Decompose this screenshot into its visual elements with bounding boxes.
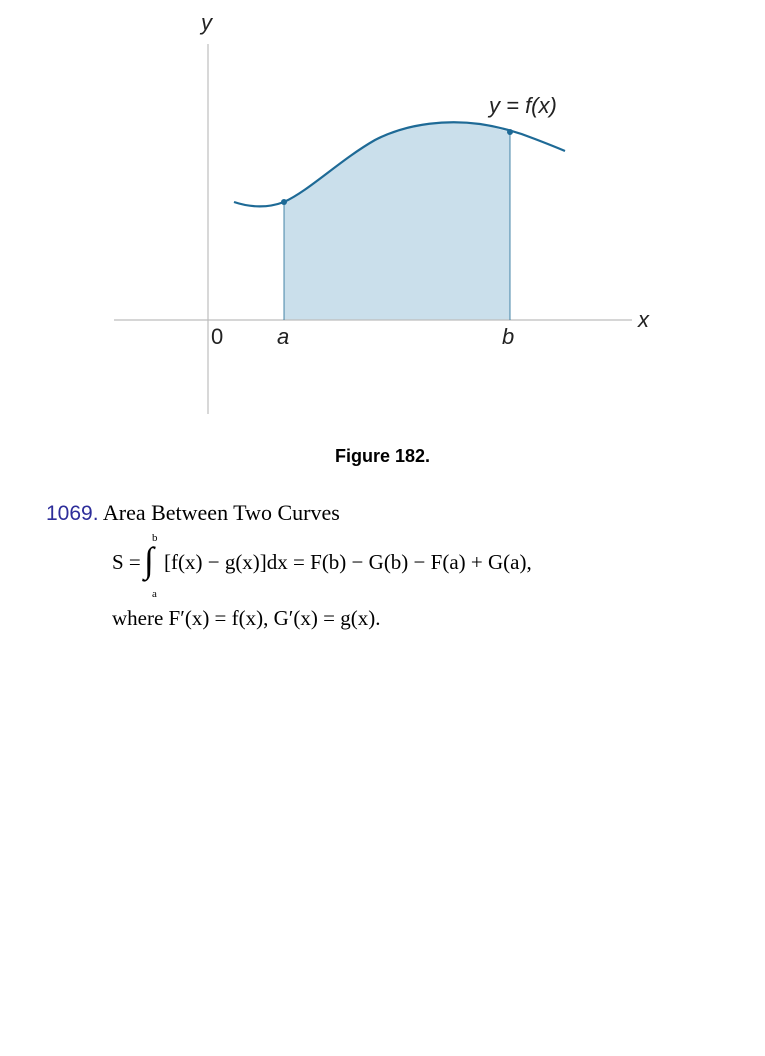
section-title: Area Between Two Curves	[102, 500, 340, 525]
definite-integral: b ∫ a	[144, 530, 166, 600]
point-b	[507, 129, 513, 135]
section-number: 1069.	[46, 502, 99, 525]
area-under-curve-figure: y x 0 a b y = f(x)	[114, 10, 650, 414]
where-clause: where F′(x) = f(x), G′(x) = g(x).	[112, 606, 381, 630]
formula-lhs: S =	[112, 550, 141, 574]
integral-sign: ∫	[144, 540, 154, 580]
a-label: a	[277, 324, 289, 349]
x-axis-label: x	[637, 307, 650, 332]
y-axis-label: y	[199, 10, 214, 35]
shaded-area	[284, 122, 510, 320]
curve-label: y = f(x)	[487, 93, 557, 118]
point-a	[281, 199, 287, 205]
origin-label: 0	[211, 324, 223, 349]
b-label: b	[502, 324, 514, 349]
lower-limit: a	[152, 588, 157, 600]
section-heading: 1069. Area Between Two Curves	[46, 500, 340, 526]
formula-rhs: [f(x) − g(x)]dx = F(b) − G(b) − F(a) + G…	[164, 550, 532, 574]
figure-caption: Figure 182.	[334, 446, 431, 466]
upper-limit: b	[152, 532, 158, 544]
